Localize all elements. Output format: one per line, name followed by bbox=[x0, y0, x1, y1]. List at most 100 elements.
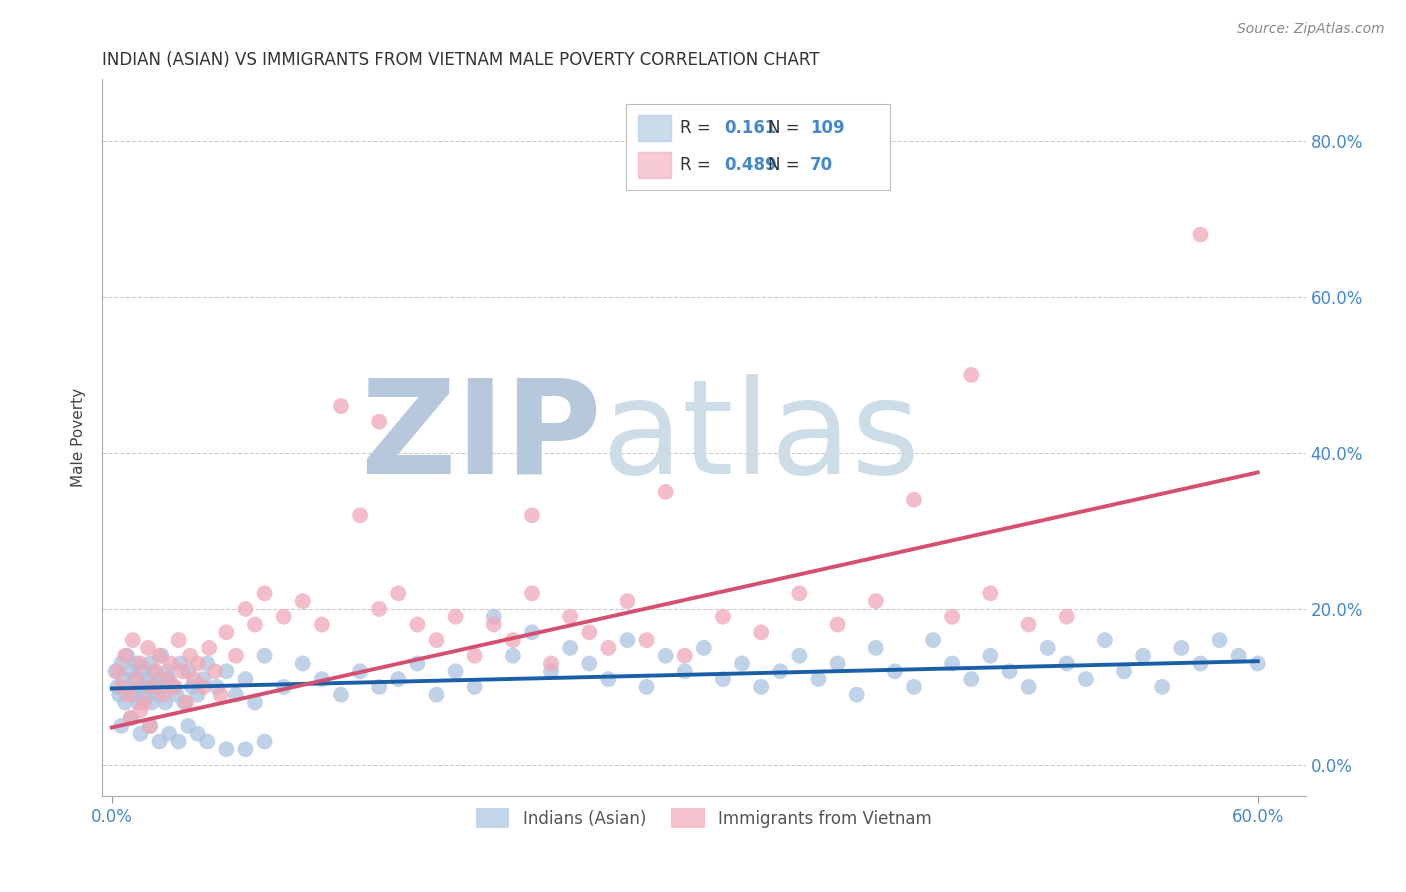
Point bbox=[125, 672, 148, 686]
Point bbox=[107, 665, 129, 679]
Point bbox=[273, 680, 295, 694]
Point bbox=[166, 688, 188, 702]
Point bbox=[711, 672, 734, 686]
Point bbox=[120, 711, 142, 725]
Point bbox=[209, 688, 232, 702]
Point bbox=[162, 680, 184, 694]
Point bbox=[520, 586, 543, 600]
Point bbox=[129, 657, 152, 671]
Point bbox=[368, 602, 391, 616]
Point bbox=[1056, 657, 1078, 671]
Point bbox=[135, 672, 157, 686]
Point bbox=[136, 680, 159, 694]
Point bbox=[578, 657, 600, 671]
Point bbox=[187, 688, 209, 702]
Point bbox=[941, 609, 963, 624]
Point bbox=[502, 633, 524, 648]
Point bbox=[425, 633, 447, 648]
Point bbox=[174, 696, 197, 710]
Point bbox=[243, 617, 266, 632]
Text: 0.161: 0.161 bbox=[724, 119, 776, 137]
Point bbox=[134, 696, 156, 710]
Point bbox=[903, 680, 925, 694]
Point bbox=[129, 727, 152, 741]
Point bbox=[235, 742, 257, 756]
Point bbox=[169, 657, 191, 671]
Point bbox=[148, 734, 170, 748]
Point bbox=[156, 672, 179, 686]
Point bbox=[177, 719, 200, 733]
Text: 0.489: 0.489 bbox=[724, 156, 778, 175]
Legend: Indians (Asian), Immigrants from Vietnam: Indians (Asian), Immigrants from Vietnam bbox=[470, 802, 938, 834]
Point bbox=[134, 688, 156, 702]
Point bbox=[865, 594, 887, 608]
Point bbox=[156, 665, 179, 679]
Point bbox=[865, 640, 887, 655]
Point bbox=[114, 696, 136, 710]
Point bbox=[330, 399, 353, 413]
Point bbox=[243, 696, 266, 710]
Point bbox=[107, 680, 129, 694]
Point bbox=[139, 719, 162, 733]
Point bbox=[173, 696, 195, 710]
Point bbox=[152, 680, 174, 694]
Point bbox=[128, 696, 150, 710]
Point bbox=[110, 719, 132, 733]
Point bbox=[1018, 617, 1040, 632]
Point bbox=[253, 586, 276, 600]
Point bbox=[749, 680, 772, 694]
Point bbox=[195, 657, 218, 671]
Point bbox=[215, 742, 238, 756]
Point bbox=[979, 648, 1001, 663]
Point bbox=[225, 688, 247, 702]
Point bbox=[118, 680, 141, 694]
Point bbox=[114, 648, 136, 663]
Point bbox=[112, 672, 135, 686]
Point bbox=[560, 640, 582, 655]
Point bbox=[193, 672, 215, 686]
Point bbox=[960, 672, 983, 686]
Point bbox=[145, 680, 167, 694]
Point bbox=[183, 672, 205, 686]
Point bbox=[616, 633, 638, 648]
Point bbox=[444, 665, 467, 679]
Point bbox=[922, 633, 945, 648]
Point bbox=[157, 727, 180, 741]
Point bbox=[444, 609, 467, 624]
Point bbox=[136, 640, 159, 655]
Point bbox=[179, 648, 201, 663]
Point bbox=[253, 734, 276, 748]
Point bbox=[1189, 227, 1212, 242]
Point bbox=[1132, 648, 1154, 663]
Point bbox=[1208, 633, 1230, 648]
Point bbox=[311, 617, 333, 632]
Point bbox=[172, 665, 194, 679]
Text: ZIP: ZIP bbox=[360, 374, 602, 500]
Point bbox=[121, 688, 143, 702]
Point bbox=[1227, 648, 1250, 663]
Point bbox=[520, 625, 543, 640]
Point bbox=[368, 415, 391, 429]
Text: R =: R = bbox=[679, 119, 716, 137]
Point bbox=[941, 657, 963, 671]
Point bbox=[125, 657, 148, 671]
Point bbox=[578, 625, 600, 640]
Point bbox=[520, 508, 543, 523]
Point bbox=[636, 680, 658, 694]
Point bbox=[139, 657, 162, 671]
Point bbox=[960, 368, 983, 382]
Point bbox=[141, 696, 163, 710]
Point bbox=[502, 648, 524, 663]
Point bbox=[654, 648, 676, 663]
Point bbox=[160, 657, 183, 671]
Point bbox=[291, 657, 314, 671]
Point bbox=[157, 672, 180, 686]
Point bbox=[145, 665, 167, 679]
Point bbox=[1152, 680, 1174, 694]
FancyBboxPatch shape bbox=[626, 103, 890, 190]
Point bbox=[330, 688, 353, 702]
Point bbox=[115, 648, 138, 663]
Point bbox=[349, 665, 371, 679]
Point bbox=[148, 672, 170, 686]
Point bbox=[749, 625, 772, 640]
